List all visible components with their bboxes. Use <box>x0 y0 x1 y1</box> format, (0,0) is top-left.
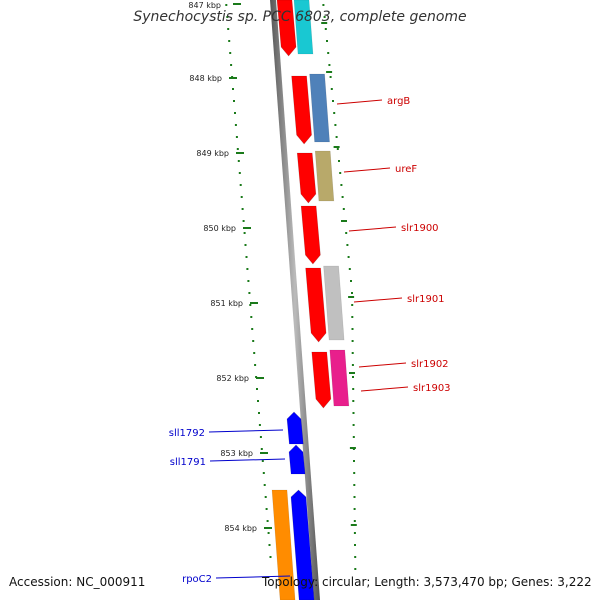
genome-summary-text: Topology: circular; Length: 3,573,470 bp… <box>262 575 592 589</box>
leader-line-slr1901 <box>353 297 403 303</box>
tick-mark <box>250 302 258 304</box>
gene-label-slr1903: slr1903 <box>413 383 451 394</box>
accession-text: Accession: NC_000911 <box>9 575 146 589</box>
tick-mark-847 <box>233 3 241 5</box>
tick-label: 850 kbp <box>203 224 236 233</box>
tick-mark <box>229 77 237 79</box>
gene-label-slr1901: slr1901 <box>407 294 445 305</box>
gene-track-slr1902 <box>329 349 350 407</box>
gene-track-ureF <box>314 150 335 202</box>
gene-label-slr1902: slr1902 <box>411 359 449 370</box>
ruler-ticks: 847 kbp 848 kbp 849 kbp 850 kbp 851 kbp 852 k… <box>188 1 357 533</box>
gene-label-sll1791: sll1791 <box>170 457 206 468</box>
tick-label: 851 kbp <box>210 299 243 308</box>
minor-tick <box>341 220 347 222</box>
minor-tick <box>348 296 355 298</box>
gene-track-partial-top <box>293 0 314 55</box>
tick-label: 849 kbp <box>196 149 229 158</box>
gene-track-argB <box>309 73 330 143</box>
tick-mark <box>260 452 268 454</box>
gene-arrow-partial-top <box>276 0 297 57</box>
minor-tick <box>333 146 340 148</box>
tick-mark <box>256 377 264 379</box>
gene-arrow-slr1901 <box>305 267 327 343</box>
gene-arrow-argB <box>291 75 312 145</box>
gene-arrow-slr1902 <box>311 351 332 409</box>
gene-arrow-ureF <box>296 152 317 204</box>
minor-tick <box>350 524 357 526</box>
tick-label: 848 kbp <box>189 74 222 83</box>
gene-label-argB: argB <box>387 96 410 107</box>
tick-label-847: 847 kbp <box>188 1 221 10</box>
gene-labels-layer: argB ureF slr1900 slr1901 slr1902 slr1903 sll1… <box>169 96 451 585</box>
genome-title: Synechocystis sp. PCC 6803, complete gen… <box>133 9 467 25</box>
tick-mark <box>264 527 272 529</box>
minor-tick <box>349 447 356 449</box>
features-layer <box>271 0 350 601</box>
tick-label: 853 kbp <box>220 449 253 458</box>
leader-line-ureF <box>343 167 391 173</box>
gene-arrow-sll1791 <box>288 444 306 475</box>
minor-tick <box>349 372 355 374</box>
tick-mark <box>236 152 244 154</box>
minor-tick <box>326 71 333 73</box>
leader-line-slr1903 <box>360 386 409 392</box>
tick-mark <box>243 227 251 229</box>
leader-line-slr1902 <box>358 362 407 368</box>
minor-tick <box>321 22 328 24</box>
tick-label: 854 kbp <box>224 524 257 533</box>
gene-label-ureF: ureF <box>395 164 417 175</box>
leader-line-sll1791 <box>209 458 286 462</box>
gene-label-rpoC2: rpoC2 <box>182 574 212 585</box>
leader-line-sll1792 <box>208 429 284 433</box>
tick-label: 852 kbp <box>216 374 249 383</box>
gene-label-sll1792: sll1792 <box>169 428 205 439</box>
leader-line-argB <box>336 99 383 105</box>
leader-line-slr1900 <box>348 226 397 232</box>
genome-backbone <box>270 0 320 600</box>
gene-track-slr1901 <box>323 265 345 341</box>
leader-line-rpoC2 <box>215 575 291 579</box>
gene-arrow-sll1792 <box>286 411 304 445</box>
ruler-dotted-line <box>225 4 272 558</box>
gene-arrow-slr1900 <box>300 205 321 265</box>
gene-label-slr1900: slr1900 <box>401 223 439 234</box>
